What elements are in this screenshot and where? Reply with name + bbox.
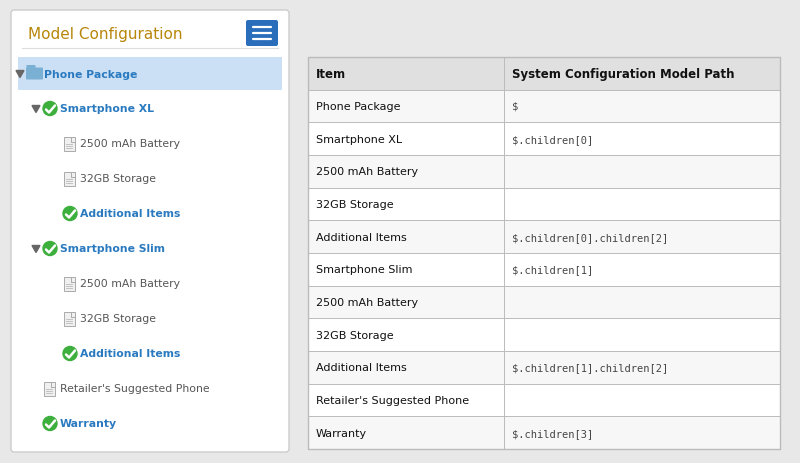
Bar <box>308 58 780 90</box>
Bar <box>308 384 780 416</box>
Polygon shape <box>32 246 40 253</box>
Text: Additional Items: Additional Items <box>316 232 406 242</box>
Text: $.children[1].children[2]: $.children[1].children[2] <box>512 363 668 373</box>
Text: Item: Item <box>316 68 346 81</box>
Text: Warranty: Warranty <box>316 428 367 438</box>
Text: Additional Items: Additional Items <box>80 209 180 219</box>
Bar <box>308 416 780 449</box>
Text: Smartphone XL: Smartphone XL <box>60 104 154 114</box>
Circle shape <box>43 417 57 431</box>
Text: $.children[0].children[2]: $.children[0].children[2] <box>512 232 668 242</box>
FancyBboxPatch shape <box>44 382 55 396</box>
Text: $: $ <box>512 102 518 112</box>
Text: 2500 mAh Battery: 2500 mAh Battery <box>80 279 180 289</box>
Text: Phone Package: Phone Package <box>44 69 138 79</box>
Bar <box>308 123 780 156</box>
Polygon shape <box>32 106 40 113</box>
Text: 2500 mAh Battery: 2500 mAh Battery <box>316 297 418 307</box>
FancyBboxPatch shape <box>11 11 289 452</box>
Text: Retailer's Suggested Phone: Retailer's Suggested Phone <box>316 395 469 405</box>
Text: $.children[1]: $.children[1] <box>512 265 593 275</box>
Text: 32GB Storage: 32GB Storage <box>80 314 156 324</box>
Polygon shape <box>16 71 24 78</box>
Text: 32GB Storage: 32GB Storage <box>316 200 394 210</box>
Text: $.children[0]: $.children[0] <box>512 134 593 144</box>
Text: 2500 mAh Battery: 2500 mAh Battery <box>316 167 418 177</box>
Circle shape <box>63 347 77 361</box>
Bar <box>308 188 780 221</box>
Text: Retailer's Suggested Phone: Retailer's Suggested Phone <box>60 384 210 394</box>
FancyBboxPatch shape <box>246 21 278 47</box>
FancyBboxPatch shape <box>64 313 75 326</box>
Bar <box>18 58 282 91</box>
Bar <box>308 156 780 188</box>
FancyBboxPatch shape <box>26 69 43 80</box>
Bar <box>308 319 780 351</box>
Text: Additional Items: Additional Items <box>316 363 406 373</box>
Text: Additional Items: Additional Items <box>80 349 180 359</box>
Text: Model Configuration: Model Configuration <box>28 26 182 41</box>
Bar <box>308 351 780 384</box>
Bar <box>308 221 780 253</box>
Circle shape <box>63 207 77 221</box>
Circle shape <box>43 242 57 256</box>
Bar <box>308 286 780 319</box>
Text: Phone Package: Phone Package <box>316 102 401 112</box>
Bar <box>308 253 780 286</box>
FancyBboxPatch shape <box>26 66 35 71</box>
Bar <box>308 58 780 449</box>
Text: Smartphone Slim: Smartphone Slim <box>316 265 413 275</box>
Text: Smartphone XL: Smartphone XL <box>316 134 402 144</box>
Circle shape <box>43 102 57 116</box>
FancyBboxPatch shape <box>64 278 75 291</box>
Text: 32GB Storage: 32GB Storage <box>316 330 394 340</box>
Text: $.children[3]: $.children[3] <box>512 428 593 438</box>
Text: Smartphone Slim: Smartphone Slim <box>60 244 165 254</box>
Text: System Configuration Model Path: System Configuration Model Path <box>512 68 734 81</box>
FancyBboxPatch shape <box>64 173 75 187</box>
FancyBboxPatch shape <box>64 138 75 151</box>
Text: 32GB Storage: 32GB Storage <box>80 174 156 184</box>
Text: Warranty: Warranty <box>60 419 117 429</box>
Text: 2500 mAh Battery: 2500 mAh Battery <box>80 139 180 149</box>
Bar <box>308 90 780 123</box>
